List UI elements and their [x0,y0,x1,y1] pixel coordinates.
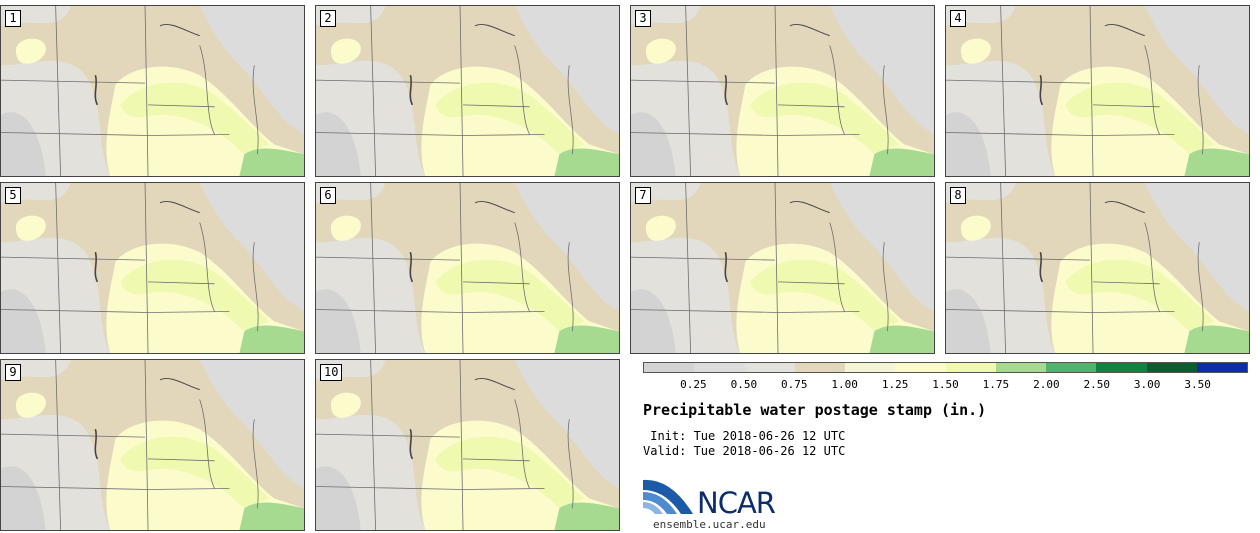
precipitable-water-map [1,6,304,176]
precipitable-water-map [946,6,1249,176]
colorbar-tick-label: 0.75 [781,378,808,391]
colorbar-swatch [744,363,795,372]
colorbar-swatch [644,363,695,372]
ncar-logo-icon [643,479,693,514]
colorbar-tick-label: 2.00 [1033,378,1060,391]
colorbar-swatch [1046,363,1097,372]
precipitable-water-map [316,360,619,530]
stamp-number: 8 [950,187,966,204]
colorbar-swatch [794,363,845,372]
stamp-4[interactable]: 4 [945,5,1250,177]
precipitable-water-map [1,183,304,353]
stamp-1[interactable]: 1 [0,5,305,177]
colorbar-swatch [945,363,996,372]
colorbar-swatch [845,363,896,372]
stamp-number: 2 [320,10,336,27]
colorbar-tick-label: 2.50 [1083,378,1111,391]
colorbar-swatch [1196,363,1247,372]
colorbar-tick-label: 3.50 [1184,378,1211,391]
stamp-3[interactable]: 3 [630,5,935,177]
stamp-9[interactable]: 9 [0,359,305,531]
colorbar-swatch [1146,363,1197,372]
stamp-6[interactable]: 6 [315,182,620,354]
stamp-2[interactable]: 2 [315,5,620,177]
colorbar-tick-label: 1.50 [932,378,959,391]
stamp-number: 10 [320,364,343,381]
colorbar-swatch [694,363,745,372]
stamp-number: 9 [5,364,21,381]
precipitable-water-map [1,360,304,530]
precipitable-water-map [316,6,619,176]
precipitable-water-map [631,183,934,353]
stamp-5[interactable]: 5 [0,182,305,354]
stamp-number: 3 [635,10,651,27]
precipitable-water-map [631,6,934,176]
map-title: Precipitable water postage stamp (in.) [643,401,987,419]
init-time: Init: Tue 2018-06-26 12 UTC [643,429,846,443]
stamp-7[interactable]: 7 [630,182,935,354]
colorbar-swatch [995,363,1046,372]
colorbar-swatch [895,363,946,372]
logo-url[interactable]: ensemble.ucar.edu [653,518,766,531]
stamp-8[interactable]: 8 [945,182,1250,354]
colorbar-tick-label: 0.50 [730,378,758,391]
colorbar-tick-label: 3.00 [1133,378,1161,391]
colorbar-tick-label: 0.25 [680,378,707,391]
precipitable-water-map [316,183,619,353]
valid-time: Valid: Tue 2018-06-26 12 UTC [643,444,846,458]
stamp-number: 6 [320,187,336,204]
stamp-number: 7 [635,187,651,204]
stamp-10[interactable]: 10 [315,359,620,531]
precipitable-water-map [946,183,1249,353]
ncar-logo-text: NCAR [697,486,776,520]
colorbar-tick-label: 1.25 [881,378,909,391]
stamp-number: 4 [950,10,966,27]
colorbar-tick-label: 1.00 [831,378,858,391]
colorbar-tick-label: 1.75 [982,378,1010,391]
colorbar-swatch [1096,363,1147,372]
colorbar [643,362,1248,373]
stamp-number: 1 [5,10,21,27]
stamp-number: 5 [5,187,21,204]
